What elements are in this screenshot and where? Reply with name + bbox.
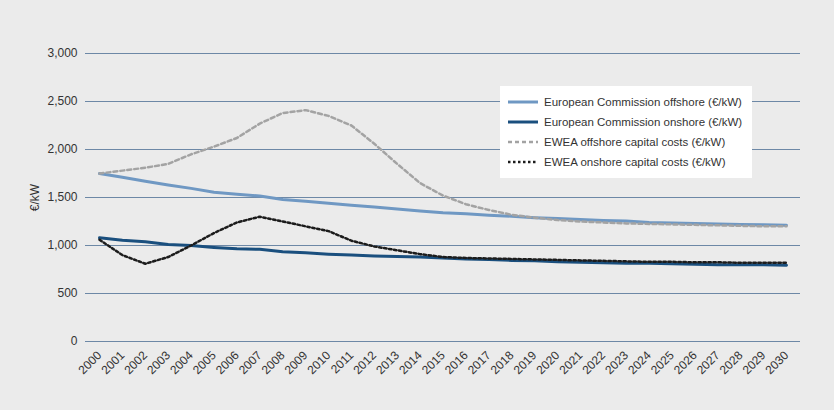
svg-text:2008: 2008: [259, 348, 288, 377]
svg-text:2019: 2019: [511, 348, 540, 377]
html-text:EWEA offshore capital costs (€: EWEA offshore capital costs (€/kW): [544, 136, 726, 148]
svg-text:2000: 2000: [76, 348, 105, 377]
svg-text:500: 500: [57, 286, 77, 300]
svg-text:2,500: 2,500: [47, 94, 77, 108]
svg-text:2014: 2014: [396, 348, 425, 377]
svg-text:2020: 2020: [534, 348, 563, 377]
svg-text:2030: 2030: [763, 348, 792, 377]
svg-text:2,000: 2,000: [47, 142, 77, 156]
html-text:European Commission onshore (€: European Commission onshore (€/kW): [544, 116, 743, 128]
svg-text:2012: 2012: [350, 348, 379, 377]
svg-text:2013: 2013: [373, 348, 402, 377]
svg-text:2005: 2005: [190, 348, 219, 377]
svg-text:2006: 2006: [213, 348, 242, 377]
svg-text:2007: 2007: [236, 348, 265, 377]
svg-text:2018: 2018: [488, 348, 517, 377]
svg-text:€/kW: €/kW: [28, 183, 42, 211]
svg-text:2022: 2022: [579, 348, 608, 377]
svg-text:3,000: 3,000: [47, 46, 77, 60]
svg-text:2004: 2004: [167, 348, 196, 377]
svg-text:1,500: 1,500: [47, 190, 77, 204]
svg-text:2010: 2010: [305, 348, 334, 377]
svg-text:2016: 2016: [442, 348, 471, 377]
svg-text:2015: 2015: [419, 348, 448, 377]
svg-text:2002: 2002: [121, 348, 150, 377]
svg-text:2023: 2023: [602, 348, 631, 377]
svg-text:2011: 2011: [328, 348, 356, 376]
svg-text:2009: 2009: [282, 348, 311, 377]
svg-text:2029: 2029: [740, 348, 769, 377]
svg-text:2017: 2017: [465, 348, 494, 377]
svg-text:0: 0: [71, 334, 78, 348]
svg-text:2001: 2001: [98, 348, 127, 377]
svg-text:2027: 2027: [694, 348, 723, 377]
svg-text:2024: 2024: [625, 348, 654, 377]
svg-text:1,000: 1,000: [47, 238, 77, 252]
svg-text:2025: 2025: [648, 348, 677, 377]
svg-text:2026: 2026: [671, 348, 700, 377]
html-text:European Commission offshore (: European Commission offshore (€/kW): [544, 96, 742, 108]
svg-text:2021: 2021: [556, 348, 585, 377]
svg-text:2028: 2028: [717, 348, 746, 377]
svg-text:2003: 2003: [144, 348, 173, 377]
html-text:EWEA onshore capital costs (€/: EWEA onshore capital costs (€/kW): [544, 156, 726, 168]
